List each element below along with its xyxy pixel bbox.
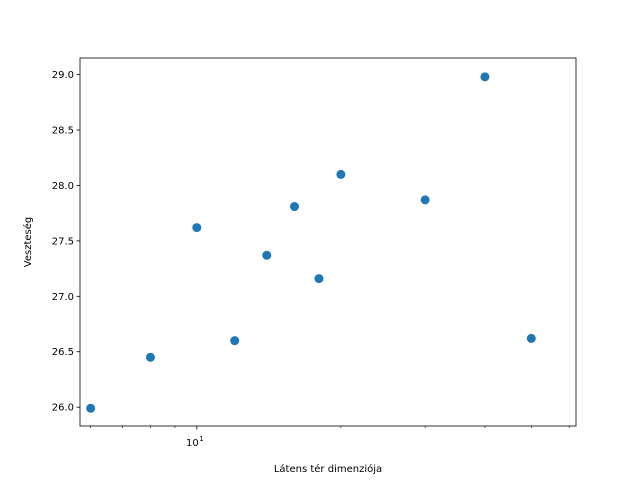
y-axis-label: Veszteség [22, 217, 34, 267]
points-layer [86, 72, 536, 413]
data-point-7 [336, 169, 346, 179]
data-point-8 [420, 195, 430, 205]
y-tick-label-3: 27.5 [52, 236, 74, 247]
y-tick-label-2: 27.0 [52, 292, 74, 303]
y-tick-label-6: 29.0 [52, 70, 74, 81]
plot-area [80, 58, 576, 426]
data-point-9 [480, 72, 490, 82]
data-point-10 [526, 333, 536, 343]
y-tick-label-0: 26.0 [52, 403, 74, 414]
data-point-3 [230, 336, 240, 346]
data-point-1 [145, 352, 155, 362]
y-axis-ticks: 26.0 26.5 27.0 27.5 28.0 28.5 29.0 [52, 70, 80, 414]
data-point-6 [314, 274, 324, 284]
x-axis-label: Látens tér dimenziója [274, 463, 382, 475]
data-point-5 [290, 202, 299, 212]
y-tick-label-4: 28.0 [52, 181, 74, 192]
plot-frame [79, 57, 577, 427]
data-point-2 [192, 223, 202, 233]
y-tick-label-5: 28.5 [52, 126, 74, 137]
data-point-4 [262, 250, 272, 260]
data-point-0 [86, 403, 96, 413]
y-tick-label-1: 26.5 [52, 347, 74, 358]
